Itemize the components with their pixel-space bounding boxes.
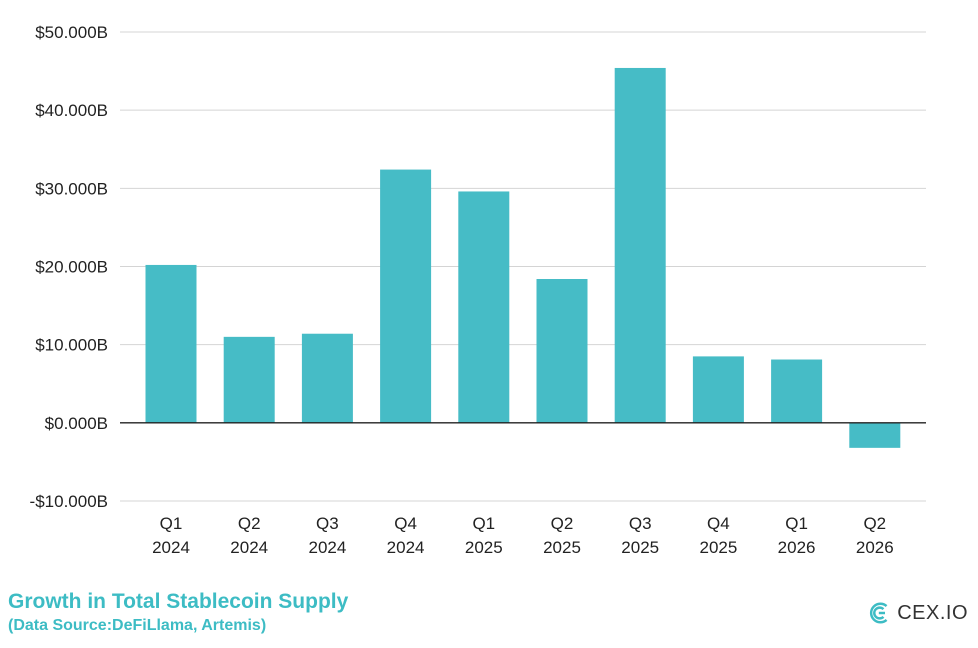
- bars: [145, 67, 901, 448]
- x-tick-label: 2025: [465, 538, 503, 557]
- bar: [692, 356, 744, 423]
- x-tick-label: Q2: [238, 514, 261, 533]
- bar: [301, 333, 353, 423]
- x-tick-label: Q4: [394, 514, 417, 533]
- x-tick-label: 2026: [856, 538, 894, 557]
- bar: [223, 336, 275, 423]
- bar: [849, 422, 901, 448]
- bar: [380, 169, 432, 423]
- y-tick-label: -$10.000B: [30, 492, 108, 511]
- bar: [145, 264, 197, 423]
- x-tick-label: Q3: [629, 514, 652, 533]
- bar: [614, 67, 666, 423]
- x-tick-label: Q2: [863, 514, 886, 533]
- bar-chart: $50.000B $40.000B $30.000B $20.000B $10.000B…: [30, 23, 926, 557]
- y-tick-label: $20.000B: [35, 258, 108, 277]
- y-axis-labels: $50.000B $40.000B $30.000B $20.000B $10.000B…: [30, 23, 108, 511]
- x-tick-label: 2025: [699, 538, 737, 557]
- bar: [458, 191, 510, 423]
- x-tick-label: Q3: [316, 514, 339, 533]
- x-tick-label: Q1: [785, 514, 808, 533]
- logo-text: CEX.IO: [897, 601, 968, 624]
- y-tick-label: $0.000B: [45, 414, 108, 433]
- y-tick-label: $40.000B: [35, 101, 108, 120]
- x-tick-label: 2024: [387, 538, 425, 557]
- gridlines: [120, 31, 926, 502]
- x-tick-label: 2026: [778, 538, 816, 557]
- x-tick-label: 2025: [543, 538, 581, 557]
- x-tick-label: 2024: [230, 538, 268, 557]
- cex-io-logo: CEX.IO: [868, 597, 968, 629]
- x-tick-label: 2025: [621, 538, 659, 557]
- y-tick-label: $50.000B: [35, 23, 108, 42]
- x-tick-label: 2024: [152, 538, 190, 557]
- x-axis-labels: Q1 2024 Q2 2024 Q3 2024 Q4 2024 Q1 2025 Q2 2025 Q3 20…: [152, 514, 894, 557]
- x-tick-label: Q1: [160, 514, 183, 533]
- y-tick-label: $10.000B: [35, 336, 108, 355]
- x-tick-label: Q4: [707, 514, 730, 533]
- chart-caption-title: Growth in Total Stablecoin Supply: [8, 590, 349, 613]
- y-tick-label: $30.000B: [35, 179, 108, 198]
- x-tick-label: 2024: [308, 538, 346, 557]
- cex-io-logo-icon: [869, 602, 888, 624]
- bar: [536, 279, 588, 423]
- x-tick-label: Q1: [472, 514, 495, 533]
- bar: [771, 359, 823, 423]
- x-tick-label: Q2: [551, 514, 574, 533]
- chart-caption-source: (Data Source:DeFiLlama, Artemis): [8, 617, 267, 634]
